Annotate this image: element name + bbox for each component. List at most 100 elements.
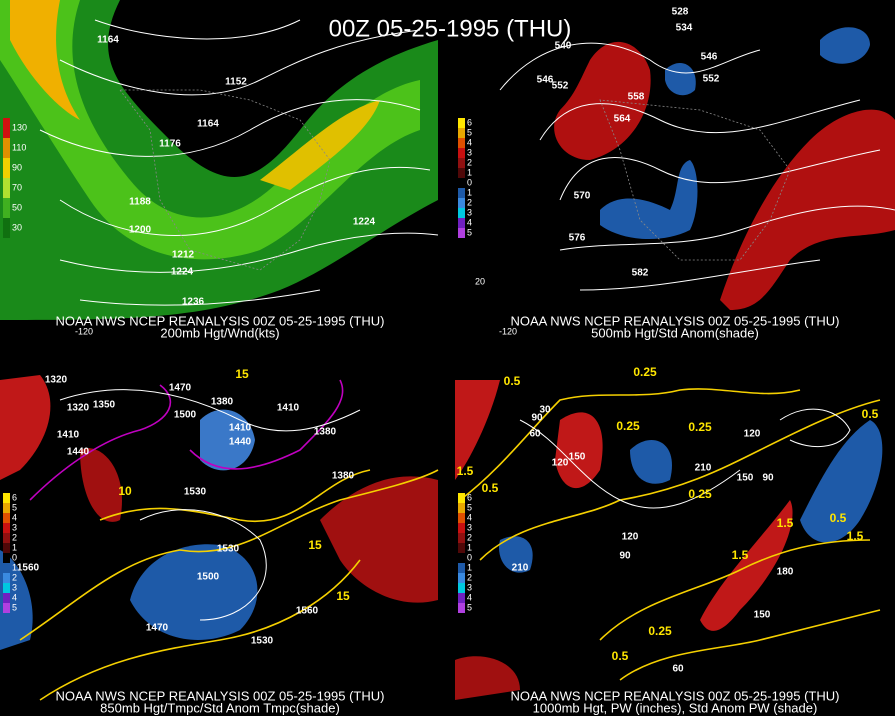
contour-label: 1164 <box>197 119 219 130</box>
legend-swatch <box>3 513 10 523</box>
legend-label: 90 <box>12 162 22 172</box>
contour <box>39 559 361 701</box>
legend-label: 3 <box>467 207 472 217</box>
contour <box>499 42 761 91</box>
contour-label: 546 <box>701 52 718 63</box>
isoline-label: 0.5 <box>482 481 499 495</box>
anomaly-shade <box>200 409 255 471</box>
contour-label: 1224 <box>171 267 194 278</box>
coastline <box>119 89 331 271</box>
anomaly-shade <box>499 536 533 573</box>
contour-label: 1350 <box>93 400 116 411</box>
contour-label: 180 <box>777 567 794 578</box>
contour-label: 1470 <box>146 623 169 634</box>
legend-label: 130 <box>12 122 27 132</box>
contour <box>29 384 172 501</box>
panel-source: NOAA NWS NCEP REANALYSIS 00Z 05-25-1995 … <box>511 688 840 703</box>
legend-label: 4 <box>467 592 472 602</box>
legend-swatch <box>3 593 10 603</box>
legend-label: 3 <box>467 522 472 532</box>
contour <box>579 259 821 291</box>
contour-label: 1530 <box>251 636 274 647</box>
legend-swatch <box>3 158 10 178</box>
anomaly-shade <box>720 109 895 310</box>
contour-label: 1560 <box>17 563 40 574</box>
contour-label: 150 <box>754 610 771 621</box>
contour-label: 1188 <box>129 197 151 208</box>
isoline-label: 0.5 <box>612 649 629 663</box>
legend-swatch <box>3 503 10 513</box>
panel-caption: 1000mb Hgt, PW (inches), Std Anom PW (sh… <box>533 700 818 715</box>
contour-label: 1212 <box>172 250 195 261</box>
legend-label: 5 <box>467 602 472 612</box>
contour-label: 564 <box>614 114 631 125</box>
axis-label: -120 <box>499 326 517 336</box>
legend-swatch <box>458 188 465 198</box>
legend-label: 50 <box>12 202 22 212</box>
legend-label: 110 <box>12 142 26 152</box>
contour-label: 120 <box>744 429 761 440</box>
contour-label: 1152 <box>225 77 247 88</box>
legend-label: 4 <box>12 512 17 522</box>
contour <box>94 19 301 40</box>
contour <box>459 388 801 501</box>
axis-label: 20 <box>475 276 485 286</box>
anomaly-shade <box>0 375 51 480</box>
isoline-label: 0.25 <box>648 624 672 638</box>
legend-swatch <box>3 563 10 573</box>
anomaly-shade <box>554 41 651 160</box>
isoline-label: 1.5 <box>457 464 474 478</box>
panel-source: NOAA NWS NCEP REANALYSIS 00Z 05-25-1995 … <box>56 313 385 328</box>
legend-swatch <box>458 128 465 138</box>
coastline <box>599 99 791 261</box>
legend-swatch <box>3 523 10 533</box>
contour-label: 1236 <box>182 297 205 308</box>
wind-shade <box>10 0 80 120</box>
legend-swatch <box>3 138 10 158</box>
legend-swatch <box>458 543 465 553</box>
legend-swatch <box>458 563 465 573</box>
anomaly-shade <box>80 448 122 522</box>
map-title: 00Z 05-25-1995 (THU) <box>329 15 572 42</box>
legend-swatch <box>3 573 10 583</box>
anomaly-shade <box>555 412 603 489</box>
legend-swatch <box>458 503 465 513</box>
contour-label: 1224 <box>353 217 376 228</box>
contour-label: 1530 <box>217 544 240 555</box>
isoline-label: 0.5 <box>830 511 847 525</box>
panel-caption: 850mb Hgt/Tmpc/Std Anom Tmpc(shade) <box>100 700 340 715</box>
legend-swatch <box>3 218 10 238</box>
legend-swatch <box>3 178 10 198</box>
contour-label: 90 <box>531 413 543 424</box>
legend-swatch <box>458 493 465 503</box>
legend-swatch <box>458 228 465 238</box>
contour <box>479 399 881 561</box>
axis-label: -120 <box>75 326 93 336</box>
legend-label: 2 <box>467 532 472 542</box>
contour-label: 90 <box>619 551 631 562</box>
legend-label: 6 <box>467 117 472 127</box>
panel-caption: 200mb Hgt/Wnd(kts) <box>160 325 279 340</box>
contour <box>519 419 741 509</box>
contour <box>619 609 881 681</box>
legend-label: 4 <box>467 217 472 227</box>
contour-label: 1500 <box>197 572 220 583</box>
contour <box>559 205 895 251</box>
contour-label: 1164 <box>97 35 119 46</box>
isoline-label: 1.5 <box>847 529 864 543</box>
contour <box>59 389 361 432</box>
legend-label: 0 <box>467 552 472 562</box>
legend-swatch <box>458 168 465 178</box>
contour-label: 570 <box>574 191 591 202</box>
anomaly-shade <box>800 420 883 543</box>
legend-swatch <box>3 583 10 593</box>
isoline-label: 0.25 <box>688 487 712 501</box>
legend-swatch <box>458 513 465 523</box>
legend-swatch <box>458 603 465 613</box>
legend-label: 1 <box>12 542 17 552</box>
legend-label: 4 <box>12 592 17 602</box>
contour-label: 1470 <box>169 383 192 394</box>
legend-label: 5 <box>467 227 472 237</box>
contour <box>779 408 851 448</box>
legend-label: 4 <box>467 512 472 522</box>
